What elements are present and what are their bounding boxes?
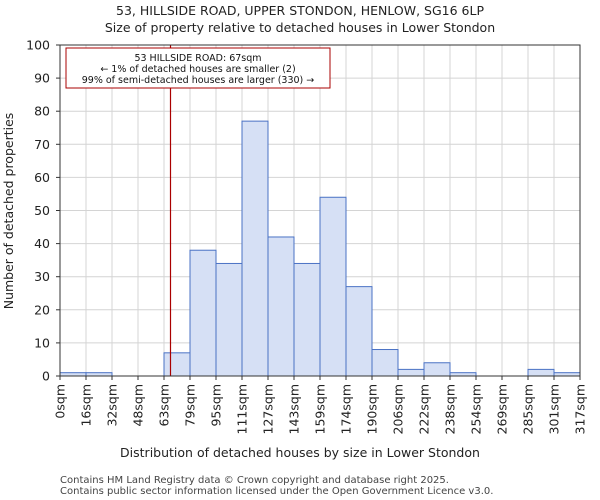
x-tick-label: 0sqm [53, 384, 68, 419]
x-tick-label: 222sqm [417, 384, 432, 434]
y-tick-label: 10 [34, 335, 50, 350]
x-tick-label: 254sqm [469, 384, 484, 434]
marker-annotation: 53 HILLSIDE ROAD: 67sqm ← 1% of detached… [65, 47, 331, 89]
y-tick-label: 20 [34, 302, 50, 317]
histogram-bar [267, 236, 295, 377]
x-axis-label: Distribution of detached houses by size … [120, 445, 480, 460]
x-tick-label: 111sqm [235, 384, 250, 434]
footer-line-1: Contains HM Land Registry data © Crown c… [60, 475, 449, 486]
x-tick-label: 159sqm [313, 384, 328, 434]
y-tick-label: 90 [34, 71, 50, 86]
chart-title-line2: Size of property relative to detached ho… [105, 20, 495, 35]
histogram-bar [423, 362, 451, 377]
annotation-line-2: ← 1% of detached houses are smaller (2) [100, 64, 295, 75]
x-tick-label: 269sqm [495, 384, 510, 434]
y-tick-label: 40 [34, 236, 50, 251]
x-tick-label: 127sqm [261, 384, 276, 434]
x-tick-label: 238sqm [443, 384, 458, 434]
x-tick-label: 190sqm [365, 384, 380, 434]
y-tick-label: 100 [26, 38, 50, 53]
histogram-bar [215, 262, 243, 377]
histogram-bar [319, 196, 347, 377]
x-tick-label: 32sqm [105, 384, 120, 427]
x-tick-label: 285sqm [521, 384, 536, 434]
histogram-bar [241, 120, 269, 377]
histogram-bar [371, 349, 399, 377]
histogram-bar [163, 352, 191, 377]
x-tick-label: 301sqm [547, 384, 562, 434]
annotation-line-1: 53 HILLSIDE ROAD: 67sqm [134, 53, 261, 64]
histogram-bar [345, 286, 373, 377]
y-axis-label: Number of detached properties [1, 113, 16, 310]
x-tick-label: 174sqm [339, 384, 354, 434]
x-tick-label: 143sqm [287, 384, 302, 434]
x-tick-label: 317sqm [573, 384, 588, 434]
x-tick-label: 95sqm [209, 384, 224, 427]
histogram-bar [527, 368, 555, 377]
x-tick-label: 206sqm [391, 384, 406, 434]
y-axis-ticks: 0 10 20 30 40 50 60 70 80 90 100 [26, 38, 60, 384]
histogram-bar [189, 249, 217, 377]
y-tick-label: 30 [34, 269, 50, 284]
histogram-bar [293, 262, 321, 377]
annotation-box [65, 47, 331, 89]
annotation-line-3: 99% of semi-detached houses are larger (… [82, 75, 315, 86]
y-tick-label: 80 [34, 104, 50, 119]
histogram-bar [397, 368, 425, 377]
x-axis-ticks: 0sqm 16sqm 32sqm 48sqm 63sqm 79sqm 95sqm 111sqm… [53, 376, 588, 434]
x-tick-label: 63sqm [157, 384, 172, 427]
y-tick-label: 60 [34, 170, 50, 185]
footer-line-2: Contains public sector information licen… [60, 486, 493, 497]
y-tick-label: 70 [34, 137, 50, 152]
x-tick-label: 79sqm [183, 384, 198, 427]
x-tick-label: 48sqm [131, 384, 146, 427]
bars-layer [59, 120, 581, 377]
y-tick-label: 0 [42, 369, 50, 384]
y-tick-label: 50 [34, 203, 50, 218]
chart-title-line1: 53, HILLSIDE ROAD, UPPER STONDON, HENLOW… [116, 3, 484, 18]
x-tick-label: 16sqm [79, 384, 94, 427]
